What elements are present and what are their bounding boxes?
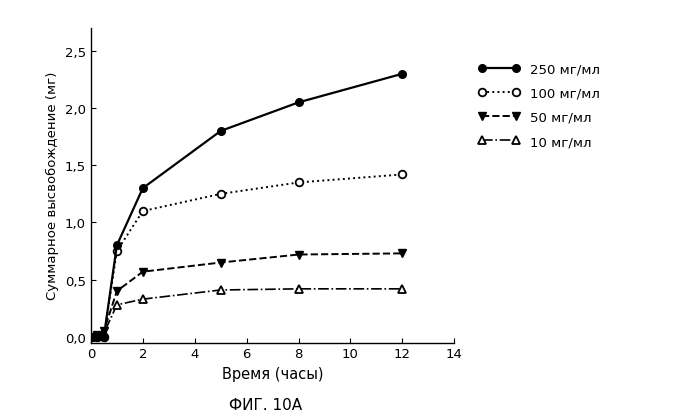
Legend: 250 мг/мл, 100 мг/мл, 50 мг/мл, 10 мг/мл: 250 мг/мл, 100 мг/мл, 50 мг/мл, 10 мг/мл — [475, 61, 603, 151]
X-axis label: Время (часы): Время (часы) — [222, 366, 324, 381]
Y-axis label: Суммарное высвобождение (мг): Суммарное высвобождение (мг) — [46, 72, 59, 300]
Text: ФИГ. 10А: ФИГ. 10А — [229, 397, 302, 412]
